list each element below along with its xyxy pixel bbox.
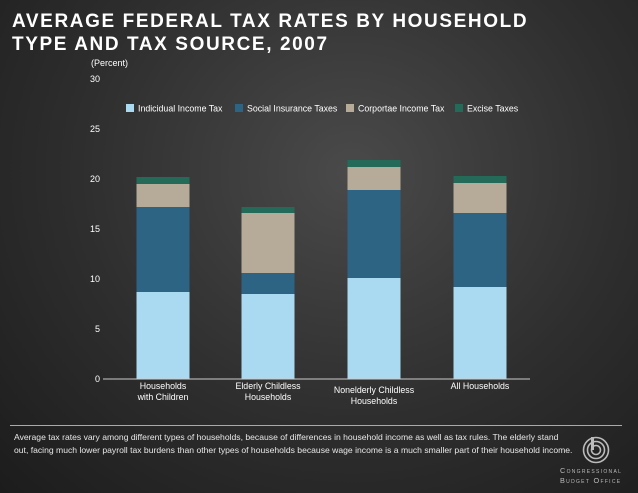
x-tick-label: Households with Children (137, 381, 189, 402)
bars (136, 160, 507, 379)
bar-segment-social (241, 273, 295, 294)
bar-segment-corporate (347, 167, 401, 190)
legend-item: Social Insurance Taxes (235, 104, 338, 114)
bar-segment-social (136, 207, 190, 292)
logo-line-2: Budget Office (560, 476, 622, 485)
y-tick-label: 5 (95, 324, 100, 334)
bar-segment-social (453, 213, 507, 287)
bar-segment-excise (453, 176, 507, 183)
y-axis-ticks: 0 5 10 15 20 25 30 (90, 74, 100, 384)
x-tick-label: All Households (451, 381, 510, 391)
bar-segment-excise (241, 207, 295, 213)
y-tick-label: 30 (90, 74, 100, 84)
y-tick-label: 15 (90, 224, 100, 234)
bar-segment-individual (136, 292, 190, 379)
y-tick-label: 10 (90, 274, 100, 284)
y-tick-label: 20 (90, 174, 100, 184)
legend-label: Excise Taxes (467, 104, 519, 114)
chart-title: AVERAGE FEDERAL TAX RATES BY HOUSEHOLD T… (12, 11, 529, 55)
x-tick-label: Nonelderly Childless Households (334, 385, 415, 406)
logo-line-1: Congressional (560, 466, 623, 475)
bar-segment-excise (347, 160, 401, 167)
divider (10, 425, 622, 426)
bar-segment-corporate (136, 184, 190, 207)
cbo-wordmark: Congressional Budget Office (560, 466, 630, 486)
bar-segment-individual (241, 294, 295, 379)
cbo-seal-icon (582, 436, 610, 464)
bar-segment-corporate (453, 183, 507, 213)
y-tick-label: 0 (95, 374, 100, 384)
legend-label: Indicidual Income Tax (138, 104, 223, 114)
bar-segment-individual (347, 278, 401, 379)
legend-item: Indicidual Income Tax (126, 104, 223, 114)
bar-segment-social (347, 190, 401, 278)
legend-swatch (126, 104, 134, 112)
legend-item: Corportae Income Tax (346, 104, 445, 114)
y-tick-label: 25 (90, 124, 100, 134)
y-axis-label: (Percent) (91, 58, 128, 68)
legend-swatch (235, 104, 243, 112)
legend-label: Social Insurance Taxes (247, 104, 338, 114)
legend-item: Excise Taxes (455, 104, 519, 114)
legend-swatch (346, 104, 354, 112)
x-tick-label: Elderly Childless Households (235, 381, 301, 402)
footnote: Average tax rates vary among different t… (14, 432, 573, 455)
cbo-logo: Congressional Budget Office (560, 434, 630, 492)
legend-label: Corportae Income Tax (358, 104, 445, 114)
legend: Indicidual Income Tax Social Insurance Ta… (126, 104, 519, 114)
bar-segment-corporate (241, 213, 295, 273)
bar-segment-excise (136, 177, 190, 184)
x-axis-labels: Households with Children Elderly Childless… (137, 381, 510, 406)
stacked-bar-chart: (Percent) Indicidual Income Tax Social In… (90, 58, 530, 406)
bar-segment-individual (453, 287, 507, 379)
legend-swatch (455, 104, 463, 112)
